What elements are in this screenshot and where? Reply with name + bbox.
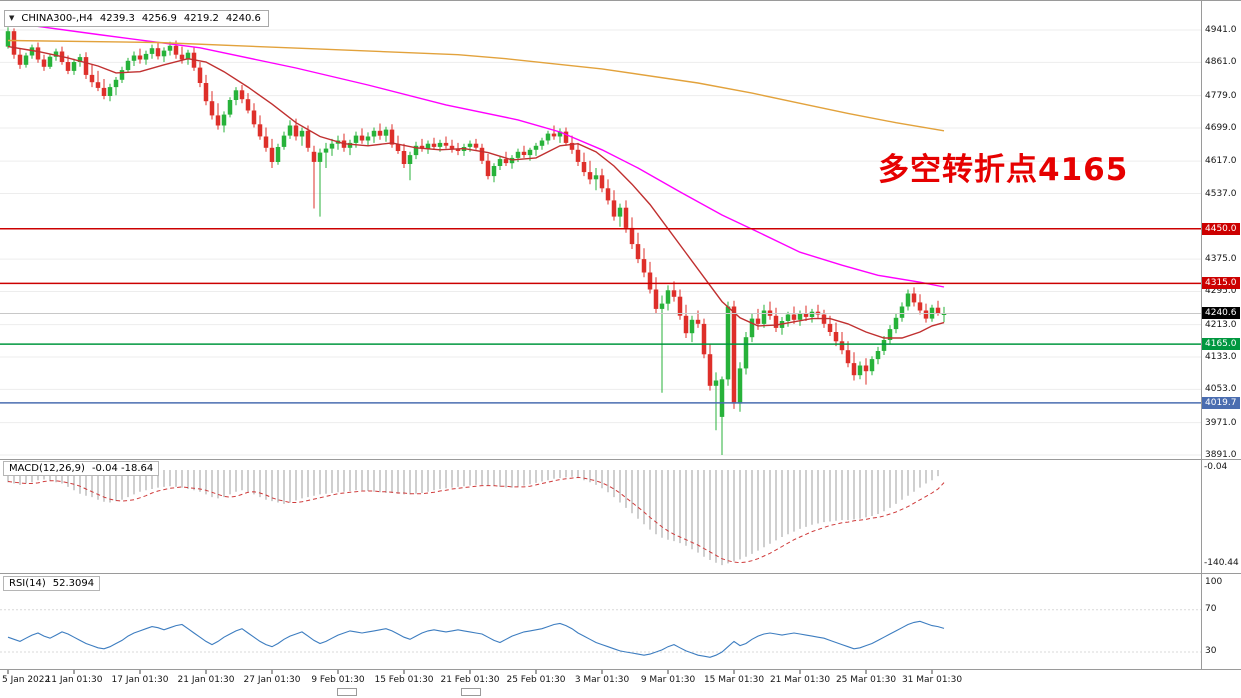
time-axis-label[interactable]: 15 Mar 01:30: [703, 675, 765, 685]
ohlc-close: 4240.6: [225, 13, 261, 24]
rsi-value: 52.3094: [52, 578, 95, 589]
time-axis-label[interactable]: 5 Jan 2022: [2, 675, 51, 685]
time-axis-label[interactable]: 9 Feb 01:30: [311, 675, 365, 685]
rsi-label-box: RSI(14) 52.3094: [3, 576, 101, 591]
time-axis-label[interactable]: 21 Jan 01:30: [177, 675, 235, 685]
price-axis-label: 4617.0: [1205, 156, 1237, 167]
time-axis-label[interactable]: 11 Jan 01:30: [45, 675, 103, 685]
ma-slow-orange: [7, 39, 945, 132]
price-level-badge: 4019.7: [1202, 396, 1240, 409]
price-axis-label: 3971.0: [1205, 417, 1237, 428]
price-axis-label: 4375.0: [1205, 254, 1237, 265]
price-axis-label: 4213.0: [1205, 319, 1237, 330]
time-axis-label[interactable]: 25 Feb 01:30: [506, 675, 566, 685]
price-axis-label: 4537.0: [1205, 188, 1237, 199]
ohlc-high: 4256.9: [141, 13, 177, 24]
trend-annotation: 多空转折点4165: [878, 152, 1129, 188]
price-axis-label: 4779.0: [1205, 90, 1237, 101]
macd-values: -0.04 -18.64: [91, 463, 154, 474]
time-axis-label[interactable]: 3 Mar 01:30: [574, 675, 630, 685]
price-axis-label: 4133.0: [1205, 352, 1237, 363]
ohlc-open: 4239.3: [99, 13, 135, 24]
chart-dropdown-icon[interactable]: ▼: [9, 14, 15, 22]
chart-title-box: ▼ CHINA300-,H4 4239.3 4256.9 4219.2 4240…: [4, 10, 269, 27]
price-level-badge: 4165.0: [1202, 338, 1240, 351]
ohlc-low: 4219.2: [183, 13, 219, 24]
price-axis-label: 4941.0: [1205, 25, 1237, 35]
macd-label-box: MACD(12,26,9) -0.04 -18.64: [3, 461, 160, 476]
ma-fast-red: [7, 45, 945, 339]
price-axis-label: 4053.0: [1205, 384, 1237, 395]
price-level-badge: 4315.0: [1202, 277, 1240, 290]
price-axis-label: 3891.0: [1205, 450, 1237, 460]
rsi-scale-30-label: 30: [1205, 646, 1217, 656]
price-level-badge: 4450.0: [1202, 222, 1240, 235]
price-axis-label: 4861.0: [1205, 57, 1237, 68]
time-axis-label[interactable]: 31 Mar 01:30: [901, 675, 963, 685]
time-axis-label[interactable]: 15 Feb 01:30: [374, 675, 434, 685]
time-axis-label[interactable]: 21 Mar 01:30: [769, 675, 831, 685]
macd-scale-bottom-label: -140.44: [1204, 558, 1239, 568]
time-axis-label[interactable]: 9 Mar 01:30: [640, 675, 696, 685]
macd-signal-line: [7, 476, 945, 564]
rsi-label: RSI(14): [9, 578, 46, 589]
time-axis-label[interactable]: 25 Mar 01:30: [835, 675, 897, 685]
rsi-scale-70-label: 70: [1205, 604, 1217, 614]
bottom-marker-box: [337, 688, 357, 696]
price-axis-label: 4295.0: [1205, 286, 1237, 297]
time-axis-label[interactable]: 21 Feb 01:30: [440, 675, 500, 685]
rsi-line: [7, 620, 945, 658]
time-axis-label[interactable]: 27 Jan 01:30: [243, 675, 301, 685]
price-axis-label: 4699.0: [1205, 122, 1237, 133]
macd-scale-top-label: -0.04: [1204, 462, 1228, 472]
chart-symbol-period: CHINA300-,H4: [21, 13, 93, 24]
bottom-marker-box: [461, 688, 481, 696]
macd-label: MACD(12,26,9): [9, 463, 85, 474]
current-price-badge: 4240.6: [1202, 307, 1240, 320]
ma-mid-magenta: [7, 21, 945, 288]
rsi-scale-100-label: 100: [1205, 577, 1223, 587]
time-axis-label[interactable]: 17 Jan 01:30: [111, 675, 169, 685]
